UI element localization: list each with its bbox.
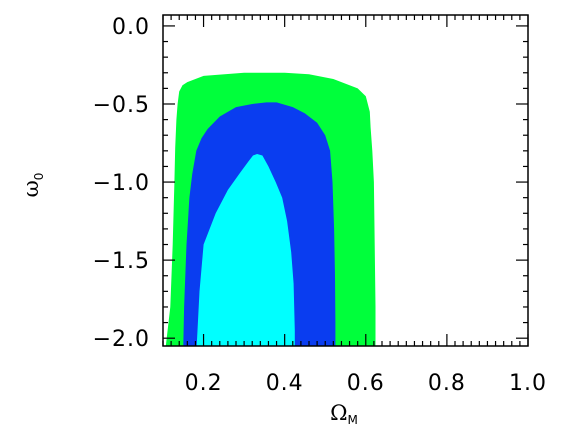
y-axis-title-sub: 0 — [32, 173, 46, 181]
contour-inner — [196, 154, 295, 346]
x-tick-label: 1.0 — [509, 371, 547, 396]
x-axis-title-main: Ω — [330, 401, 347, 425]
x-tick-label: 0.6 — [347, 371, 385, 396]
y-tick-label: 0.0 — [112, 15, 150, 40]
y-axis-title-main: ω — [19, 180, 43, 197]
y-tick-label: −1.0 — [93, 171, 150, 196]
x-axis-title: ΩM — [330, 401, 358, 427]
y-tick-label: −1.5 — [93, 249, 150, 274]
y-tick-label: −0.5 — [93, 93, 150, 118]
x-tick-label: 0.2 — [185, 371, 223, 396]
x-tick-label: 0.4 — [266, 371, 304, 396]
y-tick-label: −2.0 — [93, 327, 150, 352]
x-axis-title-sub: M — [348, 413, 358, 427]
x-tick-label: 0.8 — [428, 371, 466, 396]
y-axis-title: ω0 — [19, 173, 46, 198]
plot-frame — [162, 14, 529, 347]
